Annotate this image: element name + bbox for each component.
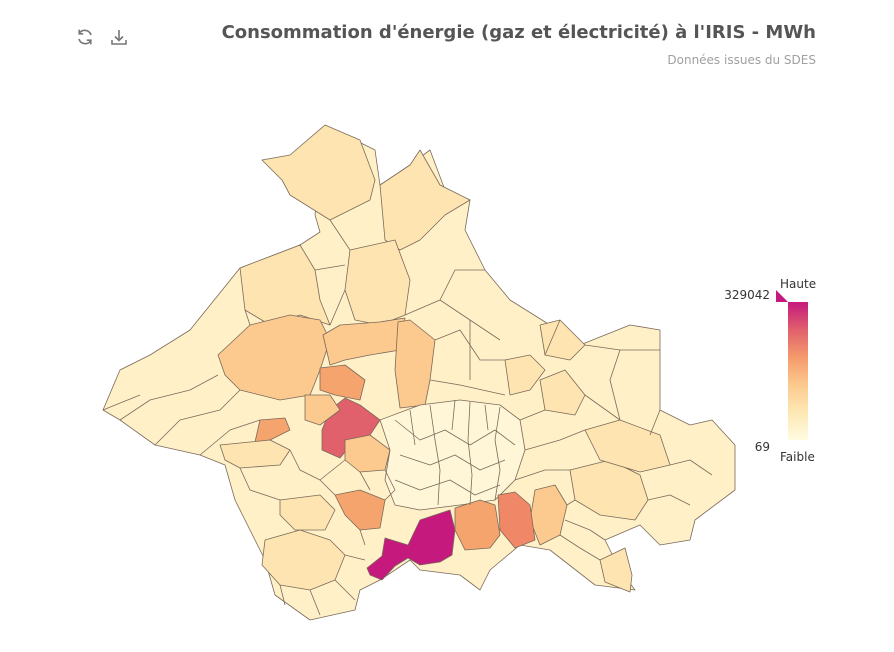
download-button[interactable]	[106, 24, 132, 50]
iris-region[interactable]	[539, 369, 586, 416]
legend-min-value: 69	[754, 440, 770, 454]
refresh-icon	[78, 29, 92, 45]
iris-region[interactable]	[304, 394, 341, 426]
iris-region[interactable]	[497, 491, 536, 549]
iris-region[interactable]	[539, 319, 586, 361]
iris-region[interactable]	[379, 399, 526, 511]
iris-region[interactable]	[599, 547, 633, 593]
legend-max-value: 329042	[724, 288, 770, 302]
iris-region[interactable]	[394, 319, 436, 409]
legend-pointer-icon	[776, 290, 788, 302]
iris-region-max[interactable]	[366, 509, 456, 581]
iris-region[interactable]	[254, 417, 291, 443]
iris-region[interactable]	[334, 489, 386, 531]
iris-region[interactable]	[279, 494, 336, 531]
iris-region[interactable]	[219, 439, 291, 469]
legend-high-label: Haute	[780, 277, 817, 291]
iris-region[interactable]	[504, 354, 546, 396]
page-subtitle: Données issues du SDES	[667, 53, 816, 67]
legend-low-label: Faible	[780, 450, 815, 464]
refresh-button[interactable]	[72, 24, 98, 50]
iris-region[interactable]	[319, 364, 366, 401]
download-icon	[111, 30, 127, 45]
legend-gradient-bar	[788, 302, 808, 440]
page-title: Consommation d'énergie (gaz et électrici…	[221, 22, 816, 43]
iris-region[interactable]	[454, 499, 501, 551]
toolbar	[72, 24, 132, 50]
iris-region[interactable]	[261, 124, 376, 221]
